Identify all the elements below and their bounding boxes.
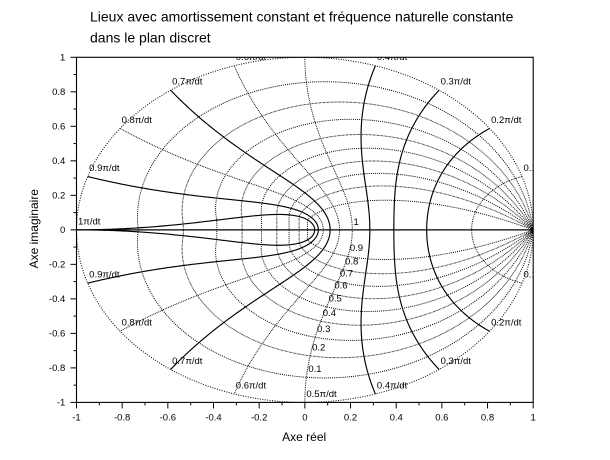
svg-text:0.8: 0.8 bbox=[52, 87, 65, 98]
svg-text:0.1π/dt: 0.1π/dt bbox=[524, 163, 555, 174]
svg-text:0.8: 0.8 bbox=[481, 413, 494, 424]
svg-text:0.2π/dt: 0.2π/dt bbox=[491, 115, 522, 126]
svg-text:0.6: 0.6 bbox=[334, 281, 347, 292]
svg-text:1: 1 bbox=[60, 53, 65, 64]
svg-text:0.5π/dt: 0.5π/dt bbox=[306, 389, 337, 400]
svg-text:-0.8: -0.8 bbox=[49, 363, 65, 374]
svg-text:0.3π/dt: 0.3π/dt bbox=[441, 77, 472, 88]
svg-text:0.2: 0.2 bbox=[344, 413, 357, 424]
svg-text:0.7π/dt: 0.7π/dt bbox=[172, 356, 203, 367]
svg-text:0.6π/dt: 0.6π/dt bbox=[236, 380, 267, 391]
svg-text:0.8π/dt: 0.8π/dt bbox=[122, 115, 153, 126]
svg-text:-1: -1 bbox=[72, 413, 80, 424]
svg-text:0.4: 0.4 bbox=[390, 413, 403, 424]
svg-text:-0.2: -0.2 bbox=[251, 413, 267, 424]
svg-text:0.2: 0.2 bbox=[52, 191, 65, 202]
svg-text:0.2π/dt: 0.2π/dt bbox=[491, 318, 522, 329]
svg-text:0.8: 0.8 bbox=[345, 256, 358, 267]
svg-text:0.6: 0.6 bbox=[435, 413, 448, 424]
svg-text:0.5: 0.5 bbox=[329, 293, 342, 304]
svg-text:0.3π/dt: 0.3π/dt bbox=[441, 356, 472, 367]
svg-text:-0.8: -0.8 bbox=[114, 413, 130, 424]
svg-text:Axe réel: Axe réel bbox=[282, 430, 326, 444]
svg-text:0.6π/dt: 0.6π/dt bbox=[236, 52, 267, 63]
svg-text:0.3: 0.3 bbox=[317, 324, 330, 335]
svg-text:0.9: 0.9 bbox=[350, 243, 363, 254]
svg-text:0.9π/dt: 0.9π/dt bbox=[89, 270, 120, 281]
svg-text:0.4: 0.4 bbox=[52, 156, 65, 167]
svg-text:-0.4: -0.4 bbox=[49, 294, 65, 305]
svg-text:0.7: 0.7 bbox=[340, 268, 353, 279]
svg-text:0.9π/dt: 0.9π/dt bbox=[89, 163, 120, 174]
svg-text:-1: -1 bbox=[57, 398, 65, 409]
svg-text:0.2: 0.2 bbox=[312, 343, 325, 354]
svg-text:0.4π/dt: 0.4π/dt bbox=[377, 52, 408, 63]
svg-text:Axe imaginaire: Axe imaginaire bbox=[27, 189, 41, 269]
svg-text:1π/dt: 1π/dt bbox=[78, 216, 101, 227]
svg-text:-0.4: -0.4 bbox=[205, 413, 221, 424]
svg-text:-0.2: -0.2 bbox=[49, 260, 65, 271]
svg-text:1: 1 bbox=[354, 217, 359, 228]
svg-text:0.6: 0.6 bbox=[52, 122, 65, 133]
svg-text:0.1π/dt: 0.1π/dt bbox=[524, 270, 555, 281]
svg-text:Lieux avec amortissement const: Lieux avec amortissement constant et fré… bbox=[90, 9, 514, 25]
svg-text:0: 0 bbox=[302, 413, 307, 424]
svg-text:-0.6: -0.6 bbox=[160, 413, 176, 424]
svg-text:0.4: 0.4 bbox=[323, 308, 336, 319]
svg-text:0.7π/dt: 0.7π/dt bbox=[172, 77, 203, 88]
svg-text:-0.6: -0.6 bbox=[49, 329, 65, 340]
svg-text:0.4π/dt: 0.4π/dt bbox=[377, 380, 408, 391]
svg-text:1: 1 bbox=[531, 413, 536, 424]
svg-text:0: 0 bbox=[60, 225, 65, 236]
svg-text:dans le plan discret: dans le plan discret bbox=[90, 30, 211, 46]
svg-text:0.1: 0.1 bbox=[308, 364, 321, 375]
svg-text:0.8π/dt: 0.8π/dt bbox=[122, 318, 153, 329]
